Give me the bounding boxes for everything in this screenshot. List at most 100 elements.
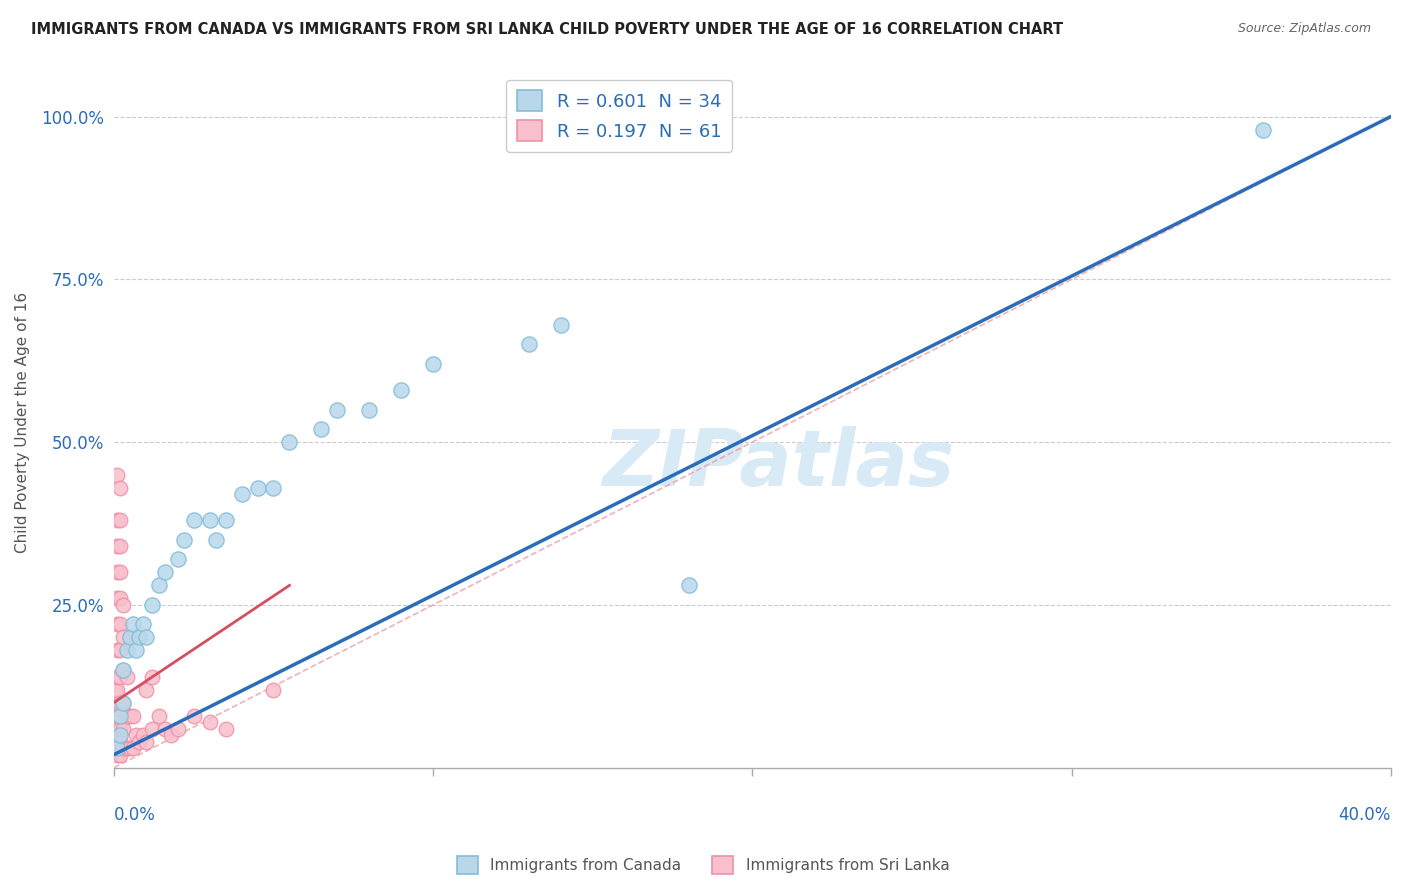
Point [326,402,349,417]
Point [104,708,127,723]
Point [135,734,157,748]
Point [112,663,135,677]
Point [517,337,540,351]
Point [110,481,132,495]
Point [131,728,153,742]
Point [263,682,285,697]
Point [112,741,135,756]
Point [105,741,128,756]
Point [110,722,132,736]
Point [112,631,135,645]
Point [105,539,128,553]
Point [198,715,221,730]
Point [110,591,132,606]
Point [110,708,132,723]
Point [105,734,128,748]
Point [115,708,138,723]
Point [263,481,285,495]
Point [125,643,148,657]
Point [550,318,572,332]
Point [153,722,176,736]
Point [104,682,127,697]
Point [148,708,170,723]
Point [112,696,135,710]
Point [359,402,381,417]
Point [115,741,138,756]
Point [128,631,150,645]
Point [112,598,135,612]
Point [112,696,135,710]
Point [105,566,128,580]
Point [110,696,132,710]
Point [110,617,132,632]
Point [122,708,145,723]
Point [183,708,205,723]
Point [110,566,132,580]
Point [131,617,153,632]
Point [122,741,145,756]
Point [205,533,228,547]
Legend: Immigrants from Canada, Immigrants from Sri Lanka: Immigrants from Canada, Immigrants from … [450,850,956,880]
Point [105,591,128,606]
Text: Source: ZipAtlas.com: Source: ZipAtlas.com [1237,22,1371,36]
Point [118,708,141,723]
Point [122,617,145,632]
Point [112,663,135,677]
Point [105,467,128,482]
Point [105,708,128,723]
Point [104,728,127,742]
Point [105,617,128,632]
Point [246,481,269,495]
Point [160,728,183,742]
Point [422,357,444,371]
Point [166,552,188,566]
Point [389,383,412,397]
Legend: R = 0.601  N = 34, R = 0.197  N = 61: R = 0.601 N = 34, R = 0.197 N = 61 [506,79,733,152]
Point [135,682,157,697]
Point [183,513,205,527]
Point [128,734,150,748]
Point [110,669,132,683]
Point [105,722,128,736]
Point [198,513,221,527]
Point [214,722,236,736]
Point [231,487,253,501]
Point [141,722,163,736]
Point [105,682,128,697]
Point [311,422,333,436]
Point [110,539,132,553]
Point [110,734,132,748]
Point [135,631,157,645]
Point [105,696,128,710]
Point [110,513,132,527]
Point [278,435,301,450]
Point [112,722,135,736]
Point [141,669,163,683]
Point [141,598,163,612]
Point [153,566,176,580]
Point [118,741,141,756]
Point [105,747,128,762]
Point [115,643,138,657]
Point [105,643,128,657]
Point [105,669,128,683]
Point [110,747,132,762]
Point [678,578,700,592]
Point [110,728,132,742]
Point [148,578,170,592]
Text: 40.0%: 40.0% [1339,805,1391,823]
Point [118,631,141,645]
Point [214,513,236,527]
Text: IMMIGRANTS FROM CANADA VS IMMIGRANTS FROM SRI LANKA CHILD POVERTY UNDER THE AGE : IMMIGRANTS FROM CANADA VS IMMIGRANTS FRO… [31,22,1063,37]
Point [125,728,148,742]
Point [118,631,141,645]
Text: 0.0%: 0.0% [114,805,156,823]
Point [104,741,127,756]
Text: ZIPatlas: ZIPatlas [602,426,955,502]
Point [104,696,127,710]
Point [1251,122,1274,136]
Point [166,722,188,736]
Y-axis label: Child Poverty Under the Age of 16: Child Poverty Under the Age of 16 [15,292,30,553]
Point [110,643,132,657]
Point [173,533,195,547]
